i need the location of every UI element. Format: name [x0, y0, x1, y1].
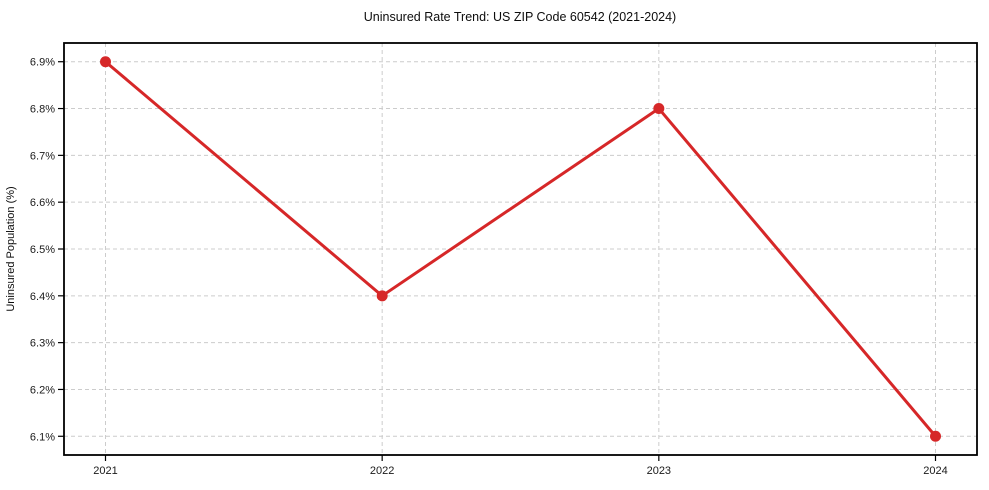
data-point-marker-2023: [653, 103, 665, 115]
y-tick-label: 6.4%: [30, 291, 55, 303]
y-tick-label: 6.6%: [30, 197, 55, 209]
plot-area: 6.1% 6.2% 6.3% 6.4% 6.5% 6.6% 6.7% 6.8% 6.9% 2021…: [30, 42, 978, 477]
y-tick-label: 6.3%: [30, 338, 55, 350]
y-tick-label: 6.9%: [30, 57, 55, 69]
data-point-marker-2022: [376, 290, 388, 302]
x-tick-label: 2024: [923, 465, 947, 477]
y-tick-label: 6.5%: [30, 244, 55, 256]
y-tick-label: 6.2%: [30, 384, 55, 396]
chart-title: Uninsured Rate Trend: US ZIP Code 60542 …: [364, 10, 676, 24]
x-tick-label: 2021: [93, 465, 117, 477]
y-tick-label: 6.7%: [30, 150, 55, 162]
data-point-marker-2021: [100, 56, 111, 68]
plot-border: [63, 42, 978, 456]
y-axis-label: Uninsured Population (%): [5, 186, 17, 311]
trend-line: [104, 60, 937, 438]
x-tick-label: 2022: [370, 465, 394, 477]
x-tick-label: 2023: [647, 465, 671, 477]
y-tick-label: 6.8%: [30, 104, 55, 116]
data-point-marker-2024: [930, 430, 941, 442]
y-tick-label: 6.1%: [30, 431, 55, 443]
